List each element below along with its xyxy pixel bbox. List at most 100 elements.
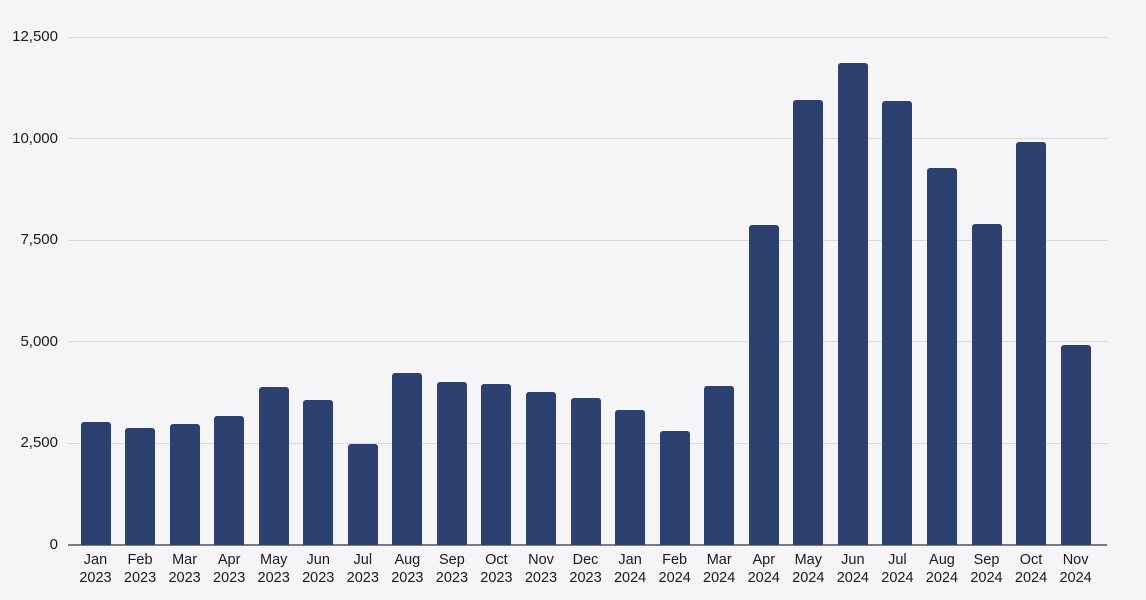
- bar: [436, 382, 467, 545]
- x-tick-year: 2024: [747, 570, 780, 586]
- x-tick-year: 2023: [257, 570, 290, 586]
- x-tick-month: Jun: [306, 552, 330, 568]
- bar: [214, 416, 245, 545]
- x-tick-label: Oct 2023: [464, 551, 528, 587]
- x-tick-label: Feb 2024: [643, 551, 707, 587]
- x-tick-year: 2023: [79, 570, 112, 586]
- x-tick-label: Sep 2023: [420, 551, 484, 587]
- y-gridline: [68, 138, 1107, 140]
- bar: [526, 391, 556, 545]
- x-tick-label: Jan 2023: [64, 551, 128, 587]
- x-tick-month: Sep: [438, 552, 465, 568]
- bar: [258, 387, 289, 545]
- x-tick-label: Jan 2024: [598, 551, 662, 587]
- x-tick-label: Oct 2024: [999, 551, 1063, 587]
- x-tick-label: Feb 2023: [108, 551, 172, 587]
- x-tick-month: Jan: [83, 552, 108, 568]
- y-tick-label: 7,500: [20, 231, 58, 249]
- y-tick-label: 0: [49, 536, 58, 553]
- x-tick-month: Feb: [127, 552, 153, 568]
- x-tick-label: Jul 2023: [331, 551, 395, 587]
- x-tick-year: 2023: [391, 570, 424, 586]
- x-tick-month: Oct: [485, 552, 508, 568]
- x-tick-label: Mar 2024: [687, 551, 751, 587]
- x-tick-label: May 2024: [776, 551, 840, 587]
- x-tick-year: 2023: [302, 570, 335, 586]
- x-tick-label: Dec 2023: [554, 551, 618, 587]
- y-tick-label: 10,000: [12, 129, 58, 147]
- x-tick-label: Sep 2024: [955, 551, 1019, 587]
- x-tick-year: 2024: [703, 570, 736, 586]
- x-tick-month: Nov: [1062, 552, 1089, 568]
- x-tick-month: May: [794, 552, 822, 568]
- x-tick-label: Jun 2023: [286, 551, 350, 587]
- x-tick-label: Nov 2023: [509, 551, 573, 587]
- x-tick-month: Sep: [973, 552, 1000, 568]
- x-tick-label: Nov 2024: [1044, 551, 1108, 587]
- x-tick-year: 2024: [970, 570, 1003, 586]
- x-tick-year: 2024: [1014, 570, 1048, 586]
- x-tick-month: Jun: [841, 552, 865, 568]
- bar: [615, 410, 646, 545]
- x-tick-month: Dec: [572, 552, 599, 568]
- bar: [392, 373, 423, 545]
- x-tick-label: Jun 2024: [821, 551, 885, 587]
- x-tick-label: Mar 2023: [153, 551, 217, 587]
- x-tick-year: 2023: [569, 570, 602, 586]
- bar: [481, 384, 512, 545]
- bar: [926, 167, 957, 545]
- y-tick-label: 12,500: [12, 28, 58, 45]
- x-tick-year: 2023: [346, 570, 379, 586]
- bar: [303, 399, 334, 545]
- y-gridline: [68, 36, 1107, 38]
- y-tick-label: 2,500: [20, 434, 58, 452]
- x-tick-month: Apr: [217, 552, 241, 568]
- x-tick-month: May: [259, 552, 288, 568]
- x-tick-month: Jul: [353, 552, 373, 568]
- x-tick-month: Apr: [752, 552, 776, 568]
- bar: [971, 223, 1002, 545]
- y-tick-label: 5,000: [20, 332, 58, 350]
- x-tick-year: 2024: [881, 570, 914, 586]
- x-tick-year: 2024: [1059, 570, 1092, 586]
- x-tick-month: Jul: [888, 552, 907, 568]
- x-tick-year: 2023: [435, 570, 469, 586]
- x-tick-month: Feb: [662, 552, 688, 568]
- bar: [347, 443, 378, 545]
- bar: [1060, 344, 1091, 545]
- bar: [570, 397, 601, 545]
- x-tick-year: 2024: [925, 570, 959, 586]
- x-tick-label: Aug 2024: [910, 551, 974, 587]
- bar: [1016, 141, 1047, 545]
- bar: [80, 421, 111, 545]
- x-tick-year: 2023: [123, 570, 157, 586]
- bar: [748, 225, 779, 545]
- x-tick-label: Aug 2023: [375, 551, 439, 587]
- bar: [169, 423, 200, 545]
- x-tick-year: 2023: [524, 570, 558, 586]
- x-tick-year: 2023: [168, 570, 201, 586]
- x-tick-year: 2024: [658, 570, 691, 586]
- x-tick-month: Nov: [528, 552, 554, 568]
- x-tick-label: Apr 2024: [732, 551, 796, 587]
- bar: [793, 99, 824, 545]
- y-gridline: [68, 239, 1107, 241]
- x-tick-label: May 2023: [242, 551, 306, 587]
- x-tick-year: 2024: [613, 570, 647, 586]
- x-tick-label: Jul 2024: [865, 551, 929, 587]
- x-tick-year: 2024: [836, 570, 869, 586]
- x-tick-month: Oct: [1019, 552, 1043, 568]
- x-tick-month: Aug: [394, 552, 421, 568]
- bar: [882, 101, 913, 545]
- x-tick-year: 2024: [792, 570, 825, 586]
- bar: [837, 63, 868, 545]
- y-gridline: [68, 341, 1107, 343]
- x-tick-year: 2023: [213, 570, 246, 586]
- x-tick-month: Mar: [706, 552, 732, 568]
- x-tick-month: Jan: [618, 552, 642, 568]
- x-tick-year: 2023: [480, 570, 513, 586]
- bar: [704, 386, 735, 545]
- bar: [125, 427, 156, 545]
- bar: [659, 430, 690, 545]
